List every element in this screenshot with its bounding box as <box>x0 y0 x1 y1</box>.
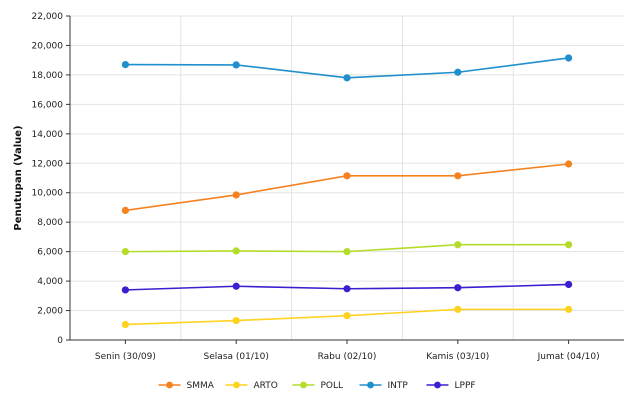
data-point <box>565 241 573 249</box>
data-point <box>454 241 462 249</box>
y-tick-label: 4,000 <box>37 277 63 287</box>
y-tick-label: 8,000 <box>37 218 63 228</box>
data-point <box>121 248 129 256</box>
data-point <box>232 316 240 325</box>
data-point <box>454 284 462 292</box>
data-point <box>565 160 573 168</box>
y-tick-label: 22,000 <box>32 12 64 22</box>
data-point <box>454 305 462 313</box>
y-tick-label: 12,000 <box>32 159 64 169</box>
data-point <box>454 68 462 76</box>
legend-item-poll: POLL <box>292 381 344 391</box>
grid-layer <box>70 15 624 341</box>
legend-item-intp: INTP <box>359 381 409 391</box>
data-point <box>232 282 240 290</box>
x-tick-label: Senin (30/09) <box>95 352 156 362</box>
x-tick-label: Rabu (02/10) <box>318 352 377 362</box>
y-tick-label: 18,000 <box>32 71 64 81</box>
x-tick-label: Kamis (03/10) <box>426 352 489 362</box>
y-axis-title: Penutupan (Value) <box>13 125 24 230</box>
data-point <box>343 74 351 82</box>
series-layer <box>121 54 573 329</box>
data-point <box>121 61 129 69</box>
axes-layer: 0 2,000 4,000 6,000 8,000 10,000 12,000 14,000 1… <box>32 12 624 362</box>
data-point <box>565 54 573 62</box>
data-point <box>121 320 129 329</box>
y-tick-label: 16,000 <box>32 100 64 110</box>
y-tick-label: 20,000 <box>32 41 64 51</box>
legend-label: LPPF <box>455 381 476 391</box>
legend-label: ARTO <box>254 381 278 391</box>
data-point <box>343 285 351 293</box>
legend-swatch-marker <box>300 381 307 389</box>
data-point <box>121 286 129 294</box>
series-poll <box>121 241 573 256</box>
data-point <box>343 248 351 256</box>
y-tick-label: 10,000 <box>32 189 64 199</box>
y-tick-label: 6,000 <box>37 248 63 258</box>
data-point <box>565 280 573 289</box>
y-tick-label: 2,000 <box>37 307 63 317</box>
data-point <box>232 191 240 199</box>
legend-swatch-marker <box>434 381 441 389</box>
legend-item-lppf: LPPF <box>426 381 476 391</box>
data-point <box>343 312 351 320</box>
legend-swatch-marker <box>233 381 240 389</box>
data-point <box>121 206 129 214</box>
legend-label: POLL <box>321 381 344 391</box>
y-tick-label: 14,000 <box>32 130 64 140</box>
y-tick-label: 0 <box>57 336 63 346</box>
series-line <box>125 163 569 212</box>
data-point <box>454 172 462 180</box>
series-intp <box>121 54 573 82</box>
legend-item-smma: SMMA <box>158 381 215 391</box>
data-point <box>565 305 573 313</box>
data-point <box>232 61 240 69</box>
legend-label: SMMA <box>187 381 215 391</box>
legend-item-arto: ARTO <box>225 381 278 391</box>
legend-swatch-marker <box>367 381 374 389</box>
series-smma <box>121 160 573 214</box>
legend: SMMA ARTO POLL INTP LPPF <box>158 381 476 391</box>
data-point <box>343 172 351 180</box>
series-arto <box>121 305 573 329</box>
data-point <box>232 247 240 255</box>
legend-label: INTP <box>388 381 409 391</box>
x-tick-label: Selasa (01/10) <box>204 352 269 362</box>
series-lppf <box>121 280 573 294</box>
legend-swatch-marker <box>166 381 173 389</box>
x-tick-label: Jumat (04/10) <box>537 352 600 362</box>
